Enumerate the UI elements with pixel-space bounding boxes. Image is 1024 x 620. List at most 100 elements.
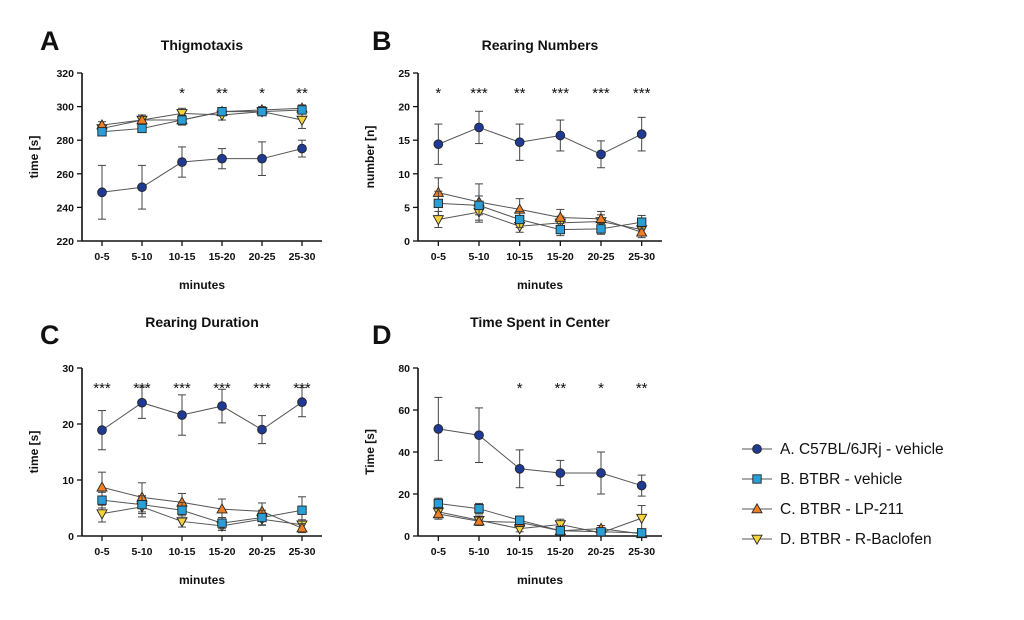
chart-title: Thigmotaxis bbox=[161, 37, 244, 53]
data-point bbox=[555, 468, 566, 478]
legend-item: D. BTBR - R-Baclofen bbox=[742, 531, 932, 548]
data-point bbox=[515, 214, 525, 225]
x-axis-label: minutes bbox=[179, 278, 225, 292]
x-tick-label: 25-30 bbox=[289, 546, 316, 558]
data-point bbox=[297, 105, 307, 115]
x-tick-label: 0-5 bbox=[94, 546, 109, 558]
data-point bbox=[217, 106, 227, 117]
significance-marker: * bbox=[517, 380, 523, 397]
significance-marker: *** bbox=[213, 380, 231, 397]
legend-marker bbox=[751, 534, 763, 546]
x-tick-label: 0-5 bbox=[431, 546, 446, 558]
series-line bbox=[101, 486, 303, 529]
data-point bbox=[432, 215, 445, 226]
data-point bbox=[515, 515, 525, 525]
y-tick-label: 0 bbox=[68, 531, 74, 543]
series-b bbox=[97, 105, 307, 137]
series-d bbox=[432, 505, 648, 539]
data-point bbox=[514, 137, 525, 148]
y-tick-label: 60 bbox=[398, 405, 410, 417]
data-point bbox=[217, 518, 227, 528]
data-point bbox=[474, 200, 484, 211]
data-point bbox=[555, 224, 565, 235]
data-point bbox=[97, 495, 107, 505]
x-tick-label: 0-5 bbox=[94, 251, 109, 263]
significance-marker: *** bbox=[293, 380, 311, 397]
series-line bbox=[101, 401, 303, 431]
significance-marker: *** bbox=[470, 85, 488, 102]
data-point bbox=[433, 498, 443, 509]
significance-marker: ** bbox=[296, 85, 308, 102]
legend-marker bbox=[752, 444, 762, 454]
data-point bbox=[257, 106, 267, 117]
data-point bbox=[555, 130, 566, 141]
y-tick-label: 10 bbox=[398, 169, 410, 181]
series-line bbox=[101, 111, 303, 129]
significance-marker: *** bbox=[552, 85, 570, 102]
data-point bbox=[636, 129, 647, 140]
data-point bbox=[177, 115, 187, 125]
x-axis-label: minutes bbox=[179, 573, 225, 587]
x-tick-label: 10-15 bbox=[506, 546, 533, 558]
data-point bbox=[96, 509, 108, 520]
series-d bbox=[432, 201, 648, 236]
x-tick-label: 20-25 bbox=[249, 251, 276, 263]
y-tick-label: 20 bbox=[398, 102, 410, 114]
series-c bbox=[432, 177, 648, 239]
series-a bbox=[433, 396, 647, 497]
data-point bbox=[596, 468, 606, 478]
legend-marker bbox=[751, 502, 763, 514]
x-tick-label: 25-30 bbox=[628, 546, 655, 558]
y-tick-label: 30 bbox=[62, 363, 74, 375]
significance-marker: *** bbox=[93, 380, 111, 397]
significance-marker: *** bbox=[133, 380, 151, 397]
x-tick-label: 10-15 bbox=[506, 251, 533, 263]
panel-b-rearing-numbers-chart: Rearing Numbers 0 5 10 15 20 25 0-5 5-10 10-15 15-… bbox=[363, 37, 662, 292]
data-point bbox=[635, 513, 648, 525]
series-c bbox=[432, 507, 648, 539]
y-tick-label: 280 bbox=[56, 135, 74, 147]
chart-title: Rearing Duration bbox=[145, 314, 259, 330]
x-tick-label: 15-20 bbox=[209, 251, 236, 263]
data-point bbox=[297, 505, 307, 515]
data-point bbox=[177, 157, 187, 167]
data-point bbox=[257, 153, 267, 164]
series-line bbox=[438, 428, 642, 487]
data-point bbox=[554, 211, 567, 222]
y-tick-label: 320 bbox=[56, 68, 74, 80]
series-a bbox=[97, 139, 307, 220]
significance-marker: * bbox=[598, 380, 604, 397]
significance-marker: *** bbox=[253, 380, 271, 397]
y-axis-label: time [s] bbox=[27, 431, 41, 474]
x-tick-label: 20-25 bbox=[249, 546, 276, 558]
y-tick-label: 240 bbox=[56, 202, 74, 214]
significance-marker: ** bbox=[636, 380, 648, 397]
significance-marker: ** bbox=[554, 380, 566, 397]
data-point bbox=[216, 502, 228, 514]
y-tick-label: 10 bbox=[62, 475, 74, 487]
data-point bbox=[177, 410, 187, 420]
data-point bbox=[635, 226, 648, 237]
panel-label-c: C bbox=[40, 320, 60, 350]
series-line bbox=[438, 192, 642, 233]
series-a bbox=[97, 386, 307, 451]
data-point bbox=[217, 153, 227, 164]
x-tick-label: 10-15 bbox=[169, 251, 196, 263]
data-point bbox=[137, 397, 147, 408]
data-point bbox=[296, 115, 308, 127]
data-point bbox=[257, 512, 267, 523]
legend: A. C57BL/6JRj - vehicle B. BTBR - vehicle… bbox=[742, 441, 944, 548]
y-tick-label: 15 bbox=[398, 135, 410, 147]
panel-d-time-in-center-chart: Time Spent in Center 0 20 40 60 80 0-5 5-10 10-1… bbox=[363, 314, 662, 587]
data-point bbox=[433, 139, 444, 150]
legend-item: B. BTBR - vehicle bbox=[742, 471, 902, 488]
x-tick-label: 15-20 bbox=[547, 251, 574, 263]
x-tick-label: 15-20 bbox=[209, 546, 236, 558]
data-point bbox=[474, 430, 484, 441]
data-point bbox=[97, 425, 107, 436]
data-point bbox=[217, 401, 227, 411]
legend-item: C. BTBR - LP-211 bbox=[742, 501, 904, 518]
data-point bbox=[433, 424, 444, 434]
legend-marker bbox=[752, 474, 762, 484]
significance-marker: ** bbox=[216, 85, 228, 102]
